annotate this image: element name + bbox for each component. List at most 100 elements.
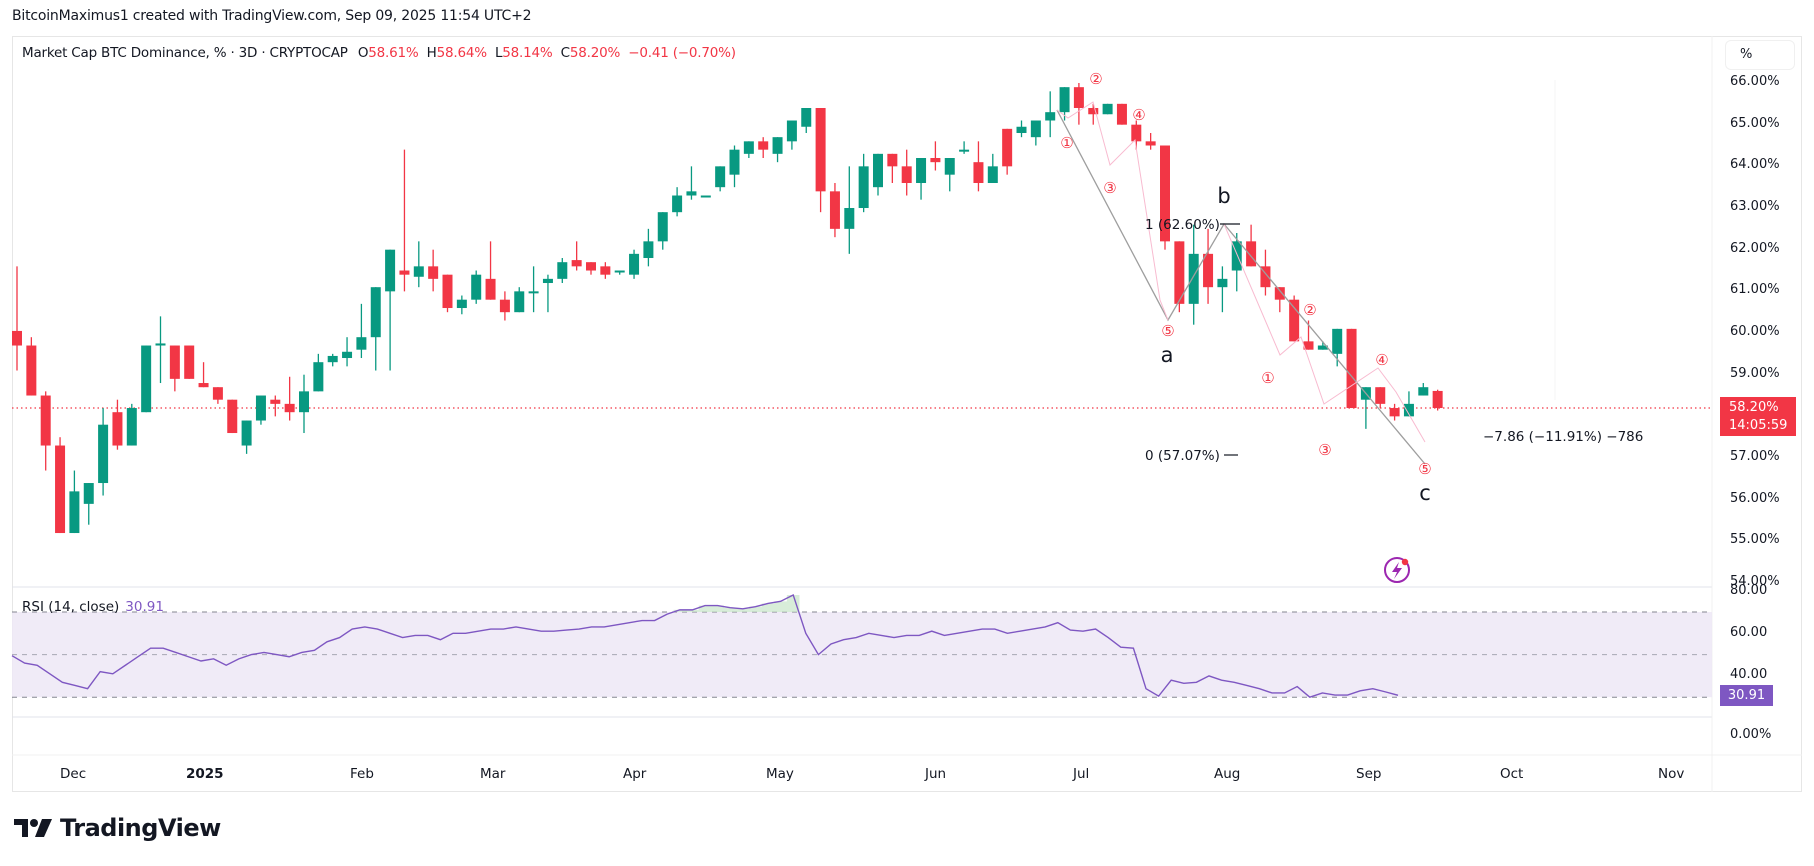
candle-up[interactable]	[672, 195, 683, 213]
candle-up[interactable]	[657, 212, 668, 242]
candle-up[interactable]	[1188, 253, 1199, 304]
candle-down[interactable]	[1116, 103, 1127, 125]
candle-down[interactable]	[12, 330, 22, 346]
candle-up[interactable]	[98, 424, 109, 484]
candle-up[interactable]	[542, 278, 553, 284]
candle-down[interactable]	[1160, 145, 1170, 242]
candle-down[interactable]	[1303, 341, 1314, 350]
candle-down[interactable]	[26, 345, 37, 396]
tradingview-logo[interactable]: TradingView	[14, 814, 221, 842]
lightning-icon[interactable]	[1384, 557, 1410, 583]
candle-down[interactable]	[1131, 124, 1142, 142]
candle-down[interactable]	[198, 383, 209, 388]
candle-up[interactable]	[155, 343, 166, 346]
candle-up[interactable]	[528, 291, 539, 294]
candle-up[interactable]	[1418, 387, 1429, 396]
candle-down[interactable]	[399, 270, 410, 275]
candle-up[interactable]	[1030, 120, 1041, 138]
candle-down[interactable]	[428, 266, 439, 279]
candle-up[interactable]	[514, 291, 525, 313]
percent-scale-button[interactable]: %	[1725, 40, 1795, 70]
candle-down[interactable]	[758, 141, 769, 150]
candle-down[interactable]	[1274, 287, 1285, 300]
rsi-line[interactable]	[11, 593, 1399, 698]
candle-down[interactable]	[212, 387, 223, 400]
candle-up[interactable]	[959, 149, 970, 152]
candle-down[interactable]	[112, 412, 123, 446]
candle-down[interactable]	[1375, 387, 1386, 404]
candle-down[interactable]	[1346, 328, 1357, 409]
candle-up[interactable]	[686, 191, 697, 196]
candle-down[interactable]	[227, 399, 238, 434]
candle-down[interactable]	[1260, 266, 1271, 288]
candle-up[interactable]	[1045, 112, 1056, 121]
candle-up[interactable]	[557, 262, 568, 279]
candle-down[interactable]	[829, 191, 840, 229]
candle-up[interactable]	[255, 395, 266, 421]
candle-down[interactable]	[485, 278, 496, 300]
candle-down[interactable]	[815, 108, 826, 192]
candle-up[interactable]	[299, 391, 309, 413]
rsi-title[interactable]: RSI (14, close)	[22, 599, 120, 615]
candles[interactable]	[12, 83, 1443, 534]
candle-up[interactable]	[614, 270, 625, 273]
candle-up[interactable]	[944, 158, 955, 175]
candle-up[interactable]	[629, 253, 640, 275]
candle-down[interactable]	[284, 403, 295, 413]
candle-up[interactable]	[69, 491, 80, 534]
candle-up[interactable]	[413, 266, 424, 277]
candle-up[interactable]	[141, 345, 152, 413]
elliott-wave-abc[interactable]	[1056, 101, 1426, 465]
candle-up[interactable]	[241, 420, 252, 446]
candle-up[interactable]	[916, 158, 927, 184]
candle-up[interactable]	[786, 120, 797, 142]
candle-up[interactable]	[1016, 126, 1027, 134]
candle-down[interactable]	[887, 153, 898, 167]
candle-up[interactable]	[743, 141, 754, 154]
candle-up[interactable]	[342, 351, 353, 359]
candle-down[interactable]	[270, 399, 281, 404]
candle-down[interactable]	[1203, 253, 1214, 288]
candle-down[interactable]	[169, 345, 180, 379]
candle-down[interactable]	[1289, 299, 1300, 342]
candle-down[interactable]	[1174, 241, 1185, 304]
candle-up[interactable]	[83, 483, 94, 504]
candle-down[interactable]	[1145, 141, 1156, 146]
candle-up[interactable]	[313, 362, 324, 392]
candle-up[interactable]	[772, 137, 783, 154]
candle-down[interactable]	[973, 162, 984, 184]
candle-up[interactable]	[873, 153, 883, 188]
candle-up[interactable]	[715, 166, 726, 188]
candle-up[interactable]	[801, 108, 812, 127]
candle-up[interactable]	[643, 241, 654, 259]
candle-up[interactable]	[1231, 241, 1242, 271]
candle-up[interactable]	[356, 337, 367, 350]
candle-up[interactable]	[1332, 328, 1343, 354]
candle-up[interactable]	[858, 166, 869, 209]
candle-up[interactable]	[385, 249, 396, 292]
candle-up[interactable]	[126, 408, 137, 446]
candle-down[interactable]	[1389, 408, 1400, 417]
candle-down[interactable]	[586, 262, 596, 271]
candle-up[interactable]	[844, 208, 855, 229]
candle-down[interactable]	[930, 158, 941, 163]
candle-down[interactable]	[1432, 390, 1443, 409]
candle-up[interactable]	[729, 149, 740, 175]
candle-up[interactable]	[1059, 87, 1070, 113]
candle-up[interactable]	[471, 274, 482, 300]
candle-up[interactable]	[327, 355, 338, 363]
candle-up[interactable]	[456, 299, 467, 309]
candle-up[interactable]	[987, 166, 998, 184]
candle-up[interactable]	[1102, 103, 1113, 115]
candle-up[interactable]	[370, 287, 381, 338]
candle-down[interactable]	[184, 345, 195, 379]
candle-down[interactable]	[40, 395, 51, 446]
candle-down[interactable]	[442, 274, 453, 309]
candle-up[interactable]	[1403, 403, 1414, 417]
candle-down[interactable]	[1246, 241, 1257, 267]
candle-up[interactable]	[1317, 345, 1328, 350]
candle-down[interactable]	[901, 166, 912, 184]
candle-down[interactable]	[499, 299, 510, 313]
symbol-name[interactable]: Market Cap BTC Dominance, % · 3D · CRYPT…	[22, 45, 348, 61]
